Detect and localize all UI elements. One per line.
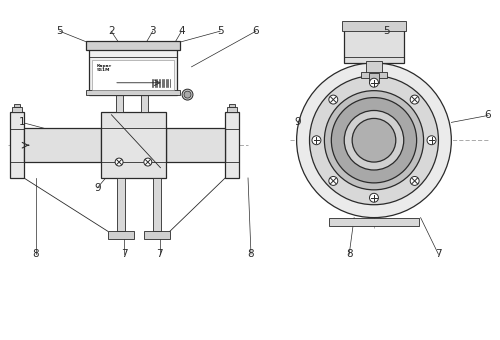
Bar (86, 41, 180, 50)
Circle shape (310, 76, 438, 205)
Circle shape (410, 95, 419, 104)
Text: 8: 8 (248, 249, 254, 259)
Bar (153, 178, 160, 232)
Bar (369, 73, 379, 83)
Bar (86, 90, 180, 95)
Circle shape (410, 176, 419, 185)
Text: 7: 7 (120, 249, 128, 259)
Circle shape (312, 136, 321, 145)
Bar (10, 113, 24, 178)
Circle shape (344, 110, 404, 170)
Text: 9: 9 (94, 183, 100, 193)
Circle shape (324, 91, 424, 190)
Text: 5: 5 (217, 26, 224, 36)
Bar (227, 106, 237, 113)
Text: 7: 7 (156, 249, 163, 259)
Bar (229, 104, 235, 106)
Text: 6: 6 (252, 26, 260, 36)
Text: 5: 5 (56, 26, 63, 36)
Bar (225, 113, 239, 178)
Text: 9: 9 (294, 117, 301, 128)
Circle shape (370, 78, 378, 87)
Text: 3: 3 (150, 26, 156, 36)
Circle shape (182, 89, 193, 100)
Bar (14, 104, 20, 106)
Circle shape (296, 63, 452, 218)
Bar (166, 128, 225, 162)
Bar (361, 72, 387, 78)
Circle shape (370, 193, 378, 202)
Bar (92, 60, 174, 90)
Bar (24, 128, 101, 162)
Bar (330, 218, 418, 225)
Text: 1: 1 (18, 117, 25, 128)
Bar (12, 106, 22, 113)
Bar (366, 61, 382, 73)
Circle shape (144, 158, 152, 166)
Bar (108, 232, 134, 239)
Bar (101, 113, 166, 178)
Circle shape (427, 136, 436, 145)
Text: 4: 4 (178, 26, 185, 36)
Circle shape (329, 95, 338, 104)
Bar (90, 43, 176, 95)
Text: 7: 7 (435, 249, 442, 259)
Text: 8: 8 (32, 249, 39, 259)
Text: 6: 6 (484, 110, 492, 120)
Text: 5: 5 (384, 26, 390, 36)
Circle shape (329, 176, 338, 185)
Circle shape (352, 118, 396, 162)
Circle shape (115, 158, 123, 166)
Bar (342, 21, 406, 31)
Bar (144, 232, 170, 239)
Text: 2: 2 (108, 26, 114, 36)
Circle shape (332, 98, 416, 183)
Text: Карат
551М: Карат 551М (96, 64, 112, 72)
Bar (117, 178, 125, 232)
Bar (344, 23, 404, 63)
Text: 8: 8 (346, 249, 352, 259)
Bar (116, 95, 123, 113)
Bar (141, 95, 148, 113)
Circle shape (184, 91, 191, 98)
